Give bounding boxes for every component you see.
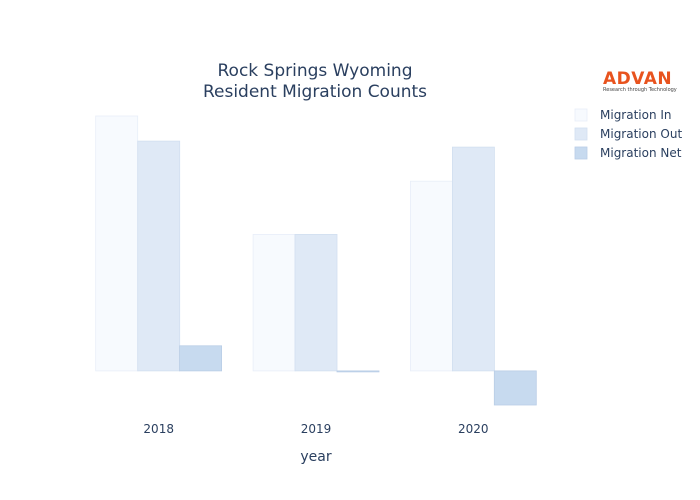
chart-title-line-1: Rock Springs Wyoming <box>218 61 413 81</box>
bar-migration-out-2019[interactable] <box>294 233 338 372</box>
legend-item-migration-out[interactable]: Migration Out <box>574 127 682 141</box>
legend-label: Migration Out <box>600 127 682 141</box>
bar-migration-net-2018[interactable] <box>179 345 223 372</box>
x-tick-label: 2018 <box>143 422 174 436</box>
advan-logo-tagline: Research through Technology <box>603 87 677 93</box>
advan-logo-wordmark: ADVAN <box>603 69 672 89</box>
legend[interactable]: Migration In Migration Out Migration Net <box>574 108 682 160</box>
x-axis-title: year <box>300 449 331 465</box>
x-tick-label: 2020 <box>458 422 489 436</box>
x-tick-labels: 2018 2019 2020 <box>143 422 488 436</box>
bar-migration-net-2020[interactable] <box>493 370 537 406</box>
legend-swatch <box>574 127 588 141</box>
bar-migration-net-2019[interactable] <box>336 370 380 373</box>
legend-swatch <box>574 108 588 122</box>
bars-layer <box>95 115 537 406</box>
legend-swatch <box>574 146 588 160</box>
bar-migration-out-2020[interactable] <box>451 146 495 372</box>
advan-logo: ADVAN Research through Technology <box>603 69 677 93</box>
bar-migration-in-2018[interactable] <box>95 115 139 372</box>
legend-item-migration-net[interactable]: Migration Net <box>574 146 682 160</box>
legend-label: Migration Net <box>600 146 682 160</box>
x-tick-label: 2019 <box>301 422 332 436</box>
bar-migration-out-2018[interactable] <box>137 140 181 372</box>
legend-label: Migration In <box>600 108 672 122</box>
bar-migration-in-2020[interactable] <box>409 180 453 372</box>
chart-title-line-2: Resident Migration Counts <box>203 82 427 102</box>
legend-item-migration-in[interactable]: Migration In <box>574 108 672 122</box>
bar-migration-in-2019[interactable] <box>252 233 296 372</box>
